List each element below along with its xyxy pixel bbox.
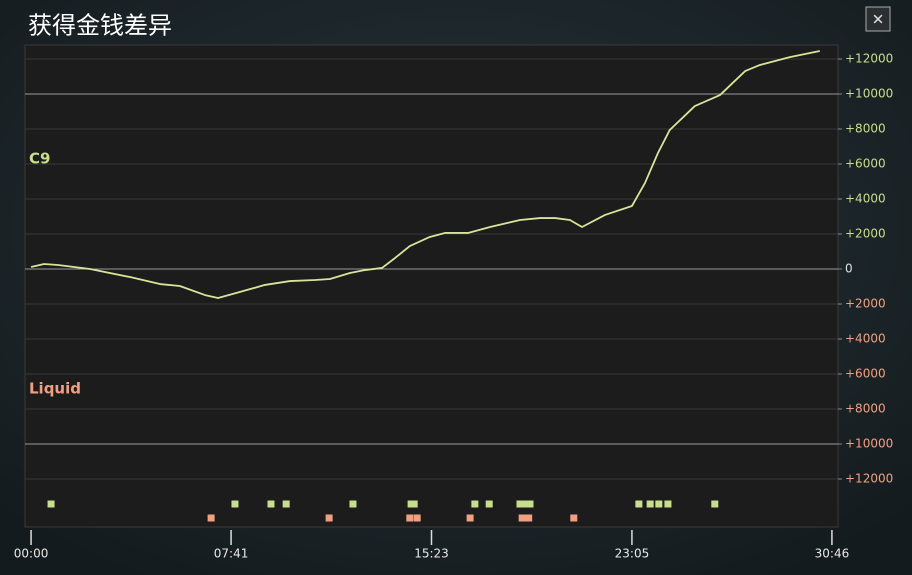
event-marker: [485, 500, 493, 508]
y-tick-label: +6000: [845, 367, 886, 381]
event-marker: [570, 514, 578, 522]
event-marker: [413, 514, 421, 522]
event-marker: [635, 500, 643, 508]
plot-area: [24, 44, 839, 528]
event-marker: [207, 514, 215, 522]
event-marker: [410, 500, 418, 508]
event-marker: [516, 500, 524, 508]
event-marker: [325, 514, 333, 522]
y-tick-label: +6000: [845, 157, 886, 171]
event-marker: [664, 500, 672, 508]
event-marker: [525, 514, 533, 522]
y-tick-label: +8000: [845, 122, 886, 136]
x-tick-label: 30:46: [815, 547, 850, 561]
chart-title: 获得金钱差异: [28, 12, 172, 40]
event-marker: [522, 500, 530, 508]
event-marker: [466, 514, 474, 522]
event-marker: [526, 500, 534, 508]
event-marker: [349, 500, 357, 508]
close-icon[interactable]: ✕: [872, 11, 885, 29]
team-label: C9: [29, 150, 50, 168]
y-tick-label: +10000: [845, 87, 893, 101]
gold-diff-line: [30, 50, 820, 299]
y-tick-label: +4000: [845, 332, 886, 346]
y-tick-label: +8000: [845, 402, 886, 416]
event-marker: [711, 500, 719, 508]
event-marker: [231, 500, 239, 508]
y-tick-label: +12000: [845, 472, 893, 486]
event-marker: [267, 500, 275, 508]
x-tick-label: 00:00: [14, 547, 49, 561]
x-tick-label: 07:41: [214, 547, 249, 561]
team-label: Liquid: [29, 380, 81, 398]
close-button[interactable]: [865, 6, 891, 32]
y-tick-label: +4000: [845, 192, 886, 206]
event-marker: [655, 500, 663, 508]
event-marker: [282, 500, 290, 508]
event-marker: [471, 500, 479, 508]
y-tick-label: +10000: [845, 437, 893, 451]
y-tick-label: 0: [845, 262, 853, 276]
event-marker: [47, 500, 55, 508]
event-marker: [518, 514, 526, 522]
x-tick-label: 15:23: [414, 547, 449, 561]
event-marker: [646, 500, 654, 508]
event-marker: [406, 514, 414, 522]
x-tick-label: 23:05: [615, 547, 650, 561]
y-tick-label: +2000: [845, 227, 886, 241]
y-tick-label: +2000: [845, 297, 886, 311]
y-tick-label: +12000: [845, 52, 893, 66]
